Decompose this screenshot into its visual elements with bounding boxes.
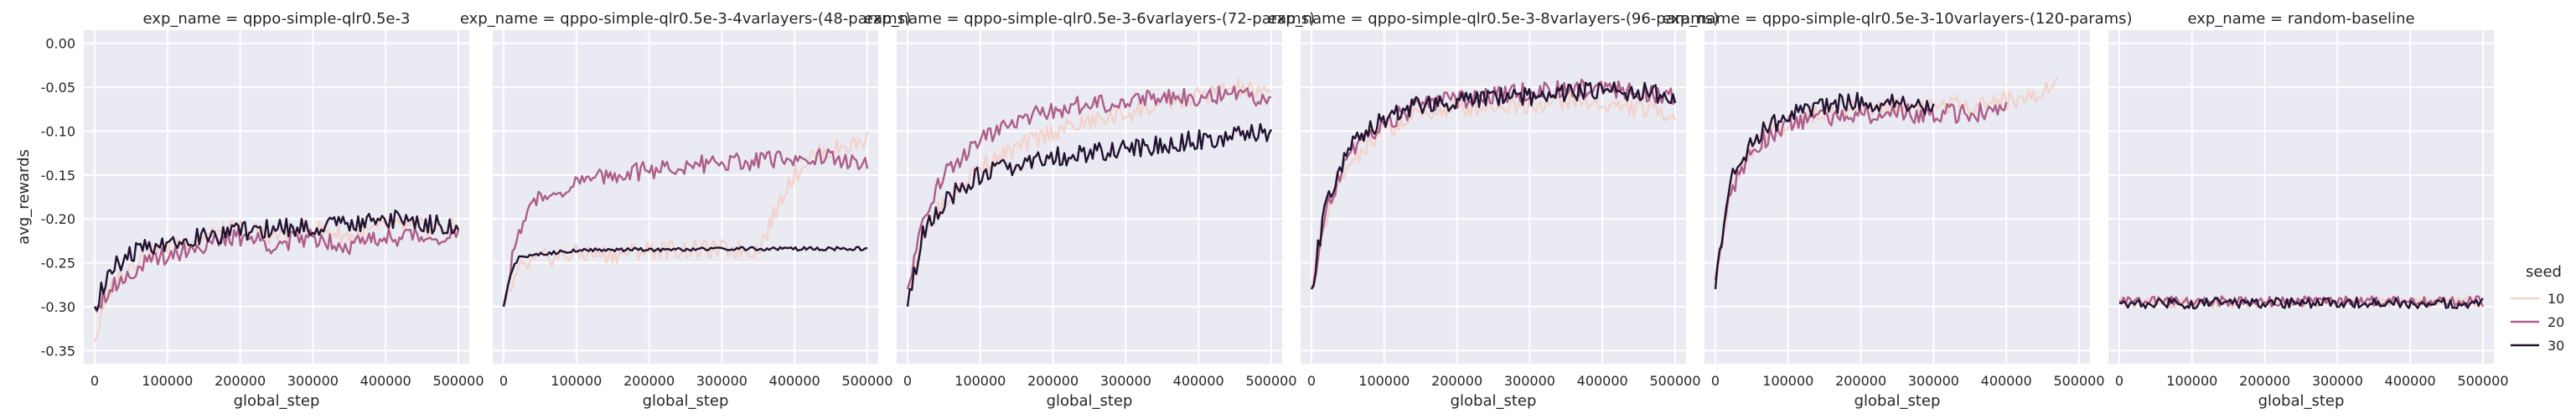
x-tick-label: 300000 — [287, 373, 339, 389]
x-tick-label: 200000 — [215, 373, 266, 389]
x-tick-label: 100000 — [2166, 373, 2217, 389]
x-tick-label: 0 — [499, 373, 508, 389]
panel-background — [493, 30, 878, 364]
y-tick-label: -0.25 — [41, 256, 75, 272]
x-tick-label: 500000 — [1649, 373, 1700, 389]
x-tick-label: 0 — [2115, 373, 2123, 389]
y-tick-label: -0.10 — [41, 123, 75, 139]
x-axis-label: global_step — [1854, 392, 1941, 410]
series-line-seed-30 — [1310, 81, 1677, 290]
panel-1: 0 100000 200000 300000 400000 500000 0.00 -0.05… — [15, 10, 484, 410]
series-line-seed-20 — [1714, 101, 2008, 281]
x-tick-label: 200000 — [1431, 373, 1482, 389]
x-tick-label: 200000 — [2239, 373, 2290, 389]
legend-title: seed — [2526, 263, 2562, 281]
x-axis-label: global_step — [2258, 392, 2345, 410]
x-axis-label: global_step — [1451, 392, 1537, 410]
y-tick-label: -0.30 — [41, 299, 75, 315]
y-tick-label: -0.15 — [41, 168, 75, 184]
panel-title: exp_name = qppo-simple-qlr0.5e-3 — [143, 10, 411, 28]
legend-entries: 10 20 30 — [2511, 291, 2564, 354]
series-line-seed-30 — [502, 246, 868, 308]
x-tick-label: 100000 — [551, 373, 602, 389]
panel-4: 0 100000 200000 300000 400000 500000 exp_name … — [1268, 10, 1719, 410]
series-line-seed-30 — [2118, 297, 2484, 310]
legend-label: 20 — [2548, 314, 2564, 330]
series-line-seed-30 — [93, 210, 460, 312]
x-tick-label: 0 — [1711, 373, 1720, 389]
panel-title: exp_name = qppo-simple-qlr0.5e-3-4varlay… — [460, 10, 911, 28]
x-tick-label: 100000 — [1358, 373, 1410, 389]
panel-background — [84, 30, 469, 364]
x-tick-label: 0 — [1307, 373, 1316, 389]
series-line-seed-20 — [93, 226, 460, 313]
legend-label: 30 — [2548, 338, 2564, 354]
x-tick-label: 500000 — [841, 373, 892, 389]
x-tick-label: 100000 — [954, 373, 1006, 389]
panel-background — [1704, 30, 2090, 364]
x-tick-label: 500000 — [2457, 373, 2508, 389]
panel-title: exp_name = qppo-simple-qlr0.5e-3-8varlay… — [1268, 10, 1719, 28]
legend: seed 10 20 30 — [2511, 263, 2564, 354]
x-tick-label: 300000 — [1504, 373, 1555, 389]
x-tick-label: 400000 — [1577, 373, 1628, 389]
x-tick-label: 400000 — [2385, 373, 2436, 389]
x-tick-label: 500000 — [1245, 373, 1296, 389]
x-axis-label: global_step — [643, 392, 729, 410]
panel-title: exp_name = qppo-simple-qlr0.5e-3-6varlay… — [864, 10, 1315, 28]
series-line-seed-20 — [1311, 78, 1677, 290]
x-tick-label: 300000 — [1100, 373, 1151, 389]
panel-background — [1301, 30, 1686, 364]
x-tick-label: 400000 — [1173, 373, 1224, 389]
panel-3: 0 100000 200000 300000 400000 500000 exp_name … — [864, 10, 1315, 410]
series-line-seed-20 — [906, 85, 1272, 290]
panel-5: 0 100000 200000 300000 400000 500000 exp_name … — [1662, 10, 2132, 410]
y-tick-label: 0.00 — [45, 36, 75, 52]
panel-title: exp_name = random-baseline — [2187, 10, 2414, 28]
x-tick-label: 500000 — [2053, 373, 2104, 389]
x-tick-label: 200000 — [623, 373, 675, 389]
y-tick-label: -0.20 — [41, 211, 75, 227]
panel-background — [2108, 30, 2494, 364]
x-tick-label: 200000 — [1835, 373, 1886, 389]
x-axis-label: global_step — [234, 392, 320, 410]
x-tick-label: 200000 — [1027, 373, 1079, 389]
panel-title: exp_name = qppo-simple-qlr0.5e-3-10varla… — [1662, 10, 2132, 28]
series-line-seed-30 — [1714, 91, 1935, 290]
x-tick-label: 0 — [91, 373, 99, 389]
series-line-seed-20 — [502, 147, 869, 308]
x-tick-label: 400000 — [1981, 373, 2032, 389]
x-tick-label: 400000 — [769, 373, 820, 389]
x-tick-label: 300000 — [1908, 373, 1959, 389]
x-tick-label: 100000 — [142, 373, 193, 389]
y-tick-label: -0.05 — [41, 80, 75, 96]
legend-label: 10 — [2548, 291, 2564, 307]
x-tick-label: 100000 — [1762, 373, 1813, 389]
x-tick-label: 300000 — [2312, 373, 2363, 389]
x-tick-label: 400000 — [360, 373, 411, 389]
facet-panels: 0 100000 200000 300000 400000 500000 0.00 -0.05… — [15, 10, 2509, 410]
x-tick-label: 300000 — [696, 373, 747, 389]
series-line-seed-30 — [906, 122, 1273, 308]
y-axis-label: avg_rewards — [15, 149, 33, 245]
panel-6: 0 100000 200000 300000 400000 500000 exp_name … — [2108, 10, 2509, 410]
y-tick-label: -0.35 — [41, 343, 75, 359]
x-tick-label: 0 — [903, 373, 912, 389]
x-tick-label: 500000 — [432, 373, 484, 389]
x-axis-label: global_step — [1047, 392, 1133, 410]
series-line-seed-10 — [1310, 91, 1677, 290]
panel-2: 0 100000 200000 300000 400000 500000 exp_name … — [460, 10, 911, 410]
